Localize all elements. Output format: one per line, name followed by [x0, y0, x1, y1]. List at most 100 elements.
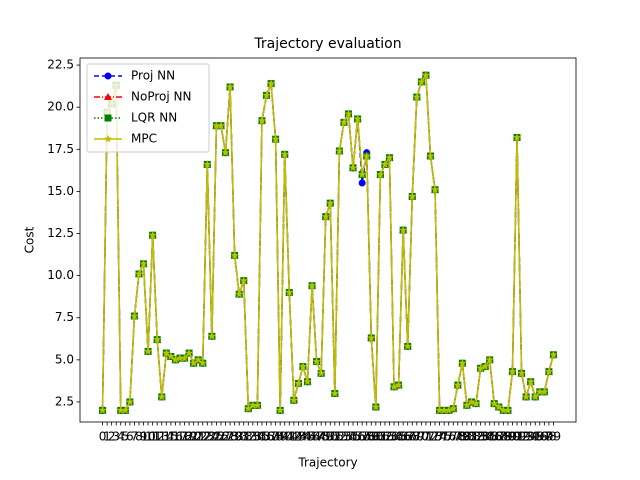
point: [139, 259, 148, 268]
x-tick-label: 34: [250, 430, 265, 444]
point: [194, 355, 203, 364]
x-tick-label: 45: [300, 430, 315, 444]
y-tick-label: 10.0: [47, 268, 74, 282]
legend-marker: [104, 72, 112, 80]
x-tick-label: 33: [245, 430, 260, 444]
x-tick-label: 0: [99, 430, 107, 444]
x-tick-label: 3: [112, 430, 120, 444]
point: [180, 353, 189, 362]
x-tick-label: 92: [514, 430, 529, 444]
x-tick-label: 66: [396, 430, 411, 444]
x-tick-label: 53: [336, 430, 351, 444]
point: [321, 212, 330, 221]
x-tick-label: 79: [455, 430, 470, 444]
legend-box: [86, 63, 210, 153]
x-tick-label: 22: [195, 430, 210, 444]
point: [403, 342, 412, 350]
point: [153, 335, 162, 344]
y-tick-label: 20.0: [47, 100, 74, 114]
x-tick-label: 2: [108, 430, 116, 444]
point: [531, 392, 540, 401]
x-tick-label: 86: [487, 430, 502, 444]
x-tick-label: 71: [418, 430, 433, 444]
point: [444, 406, 453, 414]
y-tick-label: 17.5: [47, 142, 74, 156]
point: [203, 160, 212, 168]
point: [207, 332, 216, 340]
x-tick-label: 50: [323, 430, 338, 444]
point: [349, 163, 358, 172]
point: [185, 348, 194, 357]
point: [303, 377, 312, 386]
point: [221, 148, 230, 157]
chart-title: Trajectory evaluation: [253, 36, 401, 52]
point: [230, 251, 239, 259]
x-tick-label: 13: [154, 430, 169, 444]
point: [458, 359, 467, 367]
point: [449, 404, 458, 413]
x-tick-label: 62: [377, 430, 392, 444]
x-tick-label: 49: [318, 430, 333, 444]
x-tick-label: 99: [546, 430, 561, 444]
point: [267, 79, 276, 87]
x-tick-label: 98: [541, 430, 556, 444]
x-tick-label: 40: [277, 430, 292, 444]
point: [481, 362, 490, 370]
point: [144, 347, 153, 355]
x-tick-label: 80: [459, 430, 474, 444]
x-tick-label: 52: [332, 430, 347, 444]
point: [166, 352, 175, 360]
y-tick-label: 22.5: [47, 58, 74, 72]
point: [271, 134, 280, 143]
point: [540, 387, 549, 396]
x-tick-label: 5: [121, 430, 129, 444]
point: [253, 401, 262, 409]
plot-frame: [79, 57, 577, 423]
x-tick-label: 27: [218, 430, 233, 444]
x-tick-label: 59: [364, 430, 379, 444]
x-tick-label: 44: [295, 430, 310, 444]
point: [162, 348, 171, 357]
y-tick-label: 2.5: [55, 394, 74, 408]
x-tick-label: 26: [213, 430, 228, 444]
point: [376, 170, 385, 178]
x-tick-label: 70: [414, 430, 429, 444]
point: [503, 406, 512, 414]
x-tick-label: 32: [241, 430, 256, 444]
x-tick-label: 54: [341, 430, 356, 444]
x-tick-label: 51: [327, 430, 342, 444]
x-tick-label: 9: [140, 430, 148, 444]
x-tick-label: 94: [523, 430, 538, 444]
x-tick-label: 76: [441, 430, 456, 444]
point: [312, 357, 321, 365]
point: [335, 146, 344, 155]
point: [517, 369, 526, 377]
x-tick-label: 57: [355, 430, 370, 444]
y-tick-label: 15.0: [47, 184, 74, 198]
point: [412, 92, 421, 101]
x-tick-label: 15: [163, 430, 178, 444]
x-tick-label: 30: [232, 430, 247, 444]
x-tick-label: 81: [464, 430, 479, 444]
point: [371, 402, 380, 411]
y-tick-label: 5.0: [55, 352, 74, 366]
x-tick-label: 23: [200, 430, 215, 444]
point: [476, 364, 485, 372]
x-tick-label: 46: [304, 430, 319, 444]
x-tick-label: 63: [382, 430, 397, 444]
point: [440, 406, 449, 414]
point: [380, 160, 389, 168]
point: [549, 350, 558, 359]
point: [353, 114, 362, 123]
x-tick-label: 16: [168, 430, 183, 444]
point: [212, 121, 221, 130]
x-tick-label: 38: [268, 430, 283, 444]
x-tick-label: 41: [282, 430, 297, 444]
point: [244, 404, 253, 413]
x-tick-label: 82: [468, 430, 483, 444]
point: [390, 382, 399, 391]
point: [198, 359, 207, 367]
x-tick-label: 96: [532, 430, 547, 444]
point: [513, 133, 522, 141]
